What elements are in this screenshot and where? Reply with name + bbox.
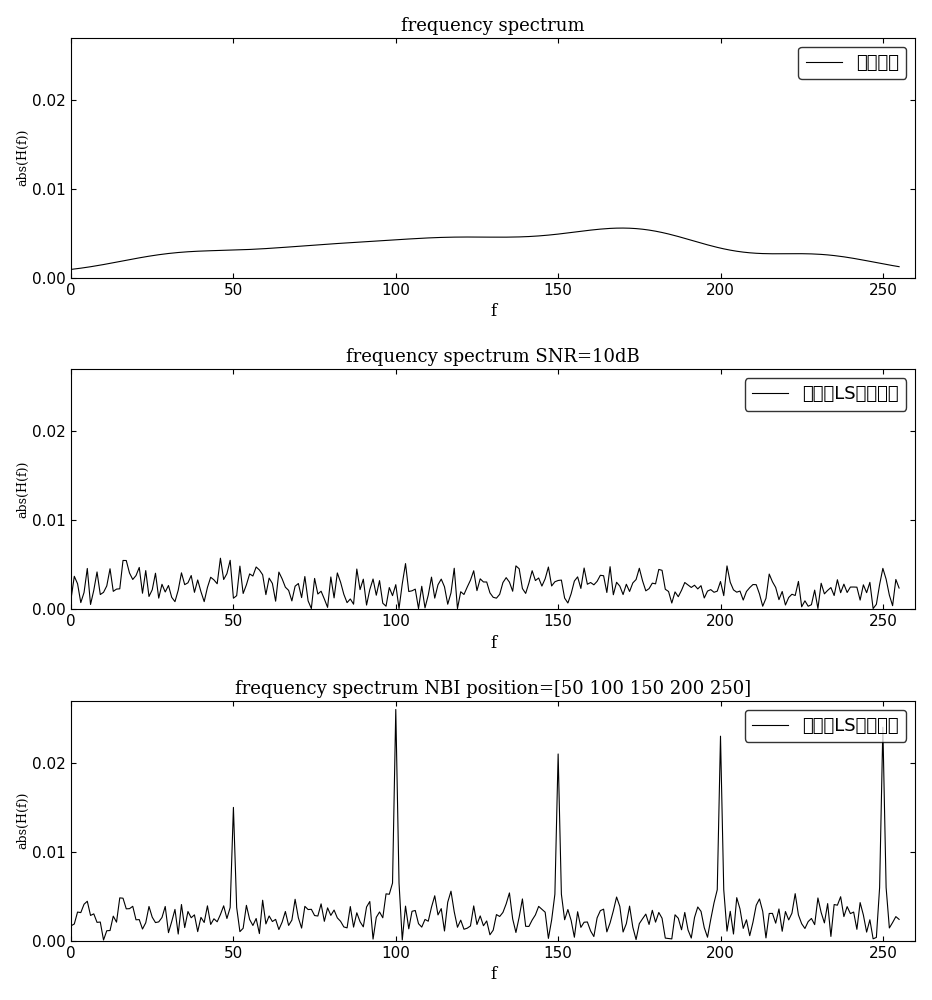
Legend: 加窄后LS估计信道: 加窄后LS估计信道	[745, 710, 906, 742]
Y-axis label: abs(H(f)): abs(H(f))	[17, 461, 30, 518]
Legend: 完美信道: 完美信道	[799, 47, 906, 79]
Legend: 无窄带LS估计信道: 无窄带LS估计信道	[745, 378, 906, 411]
Y-axis label: abs(H(f)): abs(H(f))	[17, 792, 30, 849]
X-axis label: f: f	[490, 966, 496, 983]
Y-axis label: abs(H(f)): abs(H(f))	[17, 129, 30, 186]
X-axis label: f: f	[490, 303, 496, 320]
X-axis label: f: f	[490, 635, 496, 652]
Title: frequency spectrum: frequency spectrum	[402, 17, 585, 35]
Title: frequency spectrum NBI position=[50 100 150 200 250]: frequency spectrum NBI position=[50 100 …	[235, 680, 751, 698]
Title: frequency spectrum SNR=10dB: frequency spectrum SNR=10dB	[347, 348, 640, 366]
